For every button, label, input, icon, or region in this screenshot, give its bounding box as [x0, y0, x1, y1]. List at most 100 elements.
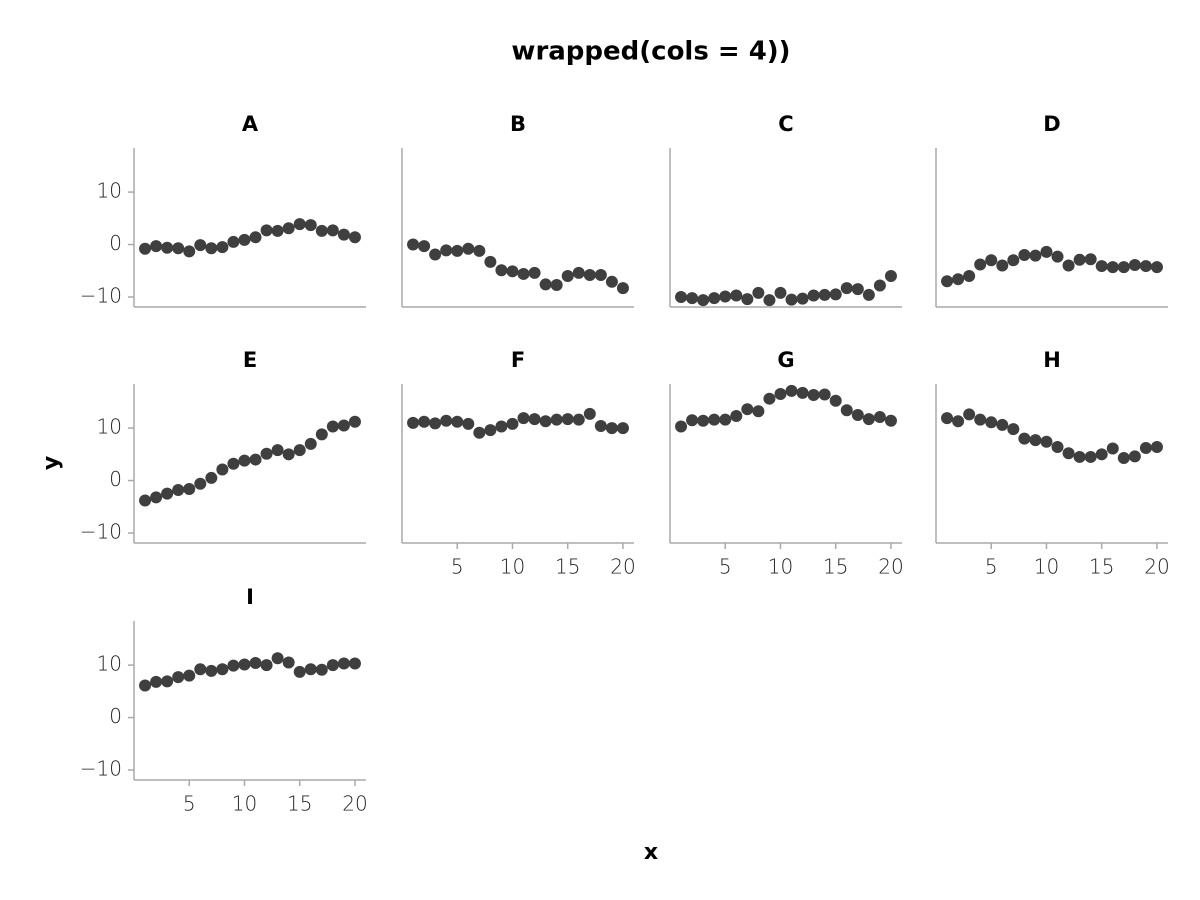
point [183, 669, 196, 682]
point [293, 665, 306, 678]
point [952, 273, 965, 286]
point [172, 671, 185, 684]
point [282, 448, 295, 461]
point [708, 292, 721, 305]
point [719, 290, 732, 303]
point [205, 242, 218, 255]
point [605, 422, 618, 435]
point [304, 663, 317, 676]
point [260, 224, 273, 237]
point [763, 392, 776, 405]
point [985, 416, 998, 429]
point [260, 447, 273, 460]
point [473, 426, 486, 439]
chart-title: wrapped(cols = 4)) [511, 37, 790, 67]
point [462, 417, 475, 430]
point [1139, 260, 1152, 273]
point [1018, 432, 1031, 445]
point [216, 241, 229, 254]
point [840, 404, 853, 417]
point [941, 412, 954, 425]
point [282, 656, 295, 669]
point [873, 411, 886, 424]
point [249, 231, 262, 244]
x-tick-label: 20 [1144, 555, 1169, 579]
x-tick-label: 15 [1089, 555, 1114, 579]
point [227, 659, 240, 672]
point [517, 267, 530, 280]
point [763, 294, 776, 307]
point [293, 218, 306, 231]
y-tick-label: 10 [97, 179, 122, 203]
point [550, 278, 563, 291]
x-axis-label: x [644, 840, 658, 865]
point [686, 414, 699, 427]
point [594, 268, 607, 281]
point [583, 268, 596, 281]
point [1051, 440, 1064, 453]
point [851, 408, 864, 421]
point [1095, 260, 1108, 273]
y-tick-label: 0 [109, 467, 122, 491]
point [150, 240, 163, 253]
point [1029, 434, 1042, 447]
point [719, 413, 732, 426]
x-tick-label: 5 [183, 792, 196, 816]
point [697, 414, 710, 427]
point [974, 413, 987, 426]
point [1106, 261, 1119, 274]
point [271, 224, 284, 237]
facet-title: E [243, 348, 257, 372]
x-tick-label: 10 [500, 555, 525, 579]
point [293, 444, 306, 457]
x-tick-label: 10 [1034, 555, 1059, 579]
point [686, 292, 699, 305]
point [675, 420, 688, 433]
point [539, 415, 552, 428]
point [139, 242, 152, 255]
x-tick-label: 5 [719, 555, 732, 579]
point [675, 291, 688, 304]
point [528, 413, 541, 426]
point [326, 420, 339, 433]
point [506, 265, 519, 278]
y-tick-label: 0 [109, 231, 122, 255]
point [829, 288, 842, 301]
point [1139, 442, 1152, 455]
point [941, 275, 954, 288]
point [161, 487, 174, 500]
point [183, 482, 196, 495]
point [348, 231, 361, 244]
point [785, 384, 798, 397]
point [884, 414, 897, 427]
facet-title: I [246, 585, 254, 609]
point [194, 663, 207, 676]
point [752, 405, 765, 418]
point [238, 658, 251, 671]
x-tick-label: 15 [823, 555, 848, 579]
y-tick-label: 0 [109, 704, 122, 728]
y-tick-label: 10 [97, 652, 122, 676]
point [271, 652, 284, 665]
point [506, 417, 519, 430]
point [150, 675, 163, 688]
point [326, 224, 339, 237]
point [818, 288, 831, 301]
point [1084, 253, 1097, 266]
point [851, 283, 864, 296]
point [194, 477, 207, 490]
y-tick-label: −10 [80, 757, 122, 781]
point [741, 403, 754, 416]
point [1007, 423, 1020, 436]
y-tick-label: −10 [80, 284, 122, 308]
point [205, 471, 218, 484]
facet-title: D [1043, 112, 1060, 136]
point [139, 494, 152, 507]
point [1018, 249, 1031, 262]
point [1117, 261, 1130, 274]
point [550, 413, 563, 426]
point [616, 422, 629, 435]
point [1040, 245, 1053, 258]
point [216, 463, 229, 476]
